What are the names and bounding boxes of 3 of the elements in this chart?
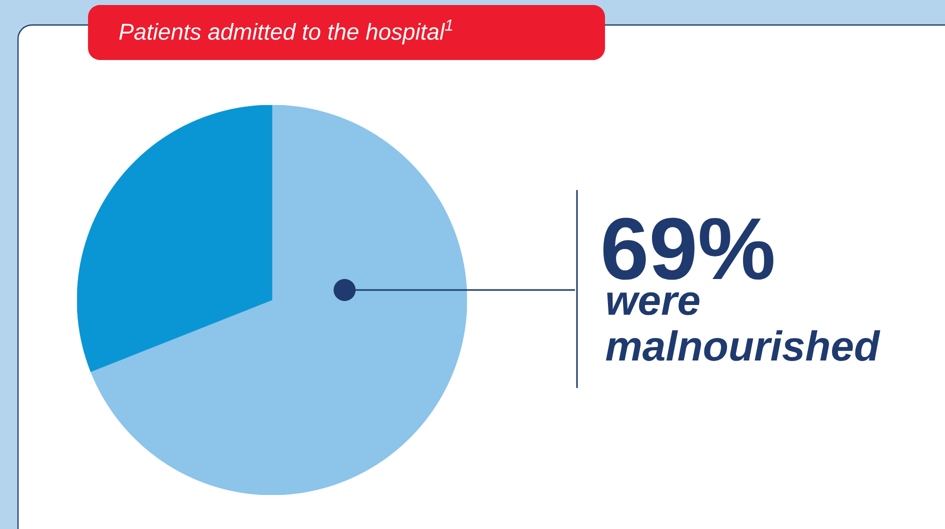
text: were malnourished [606,292,880,361]
data-label: 69% [603,218,774,280]
chart-title: Patients admitted to the hospital$^{1}$ [119,20,452,44]
